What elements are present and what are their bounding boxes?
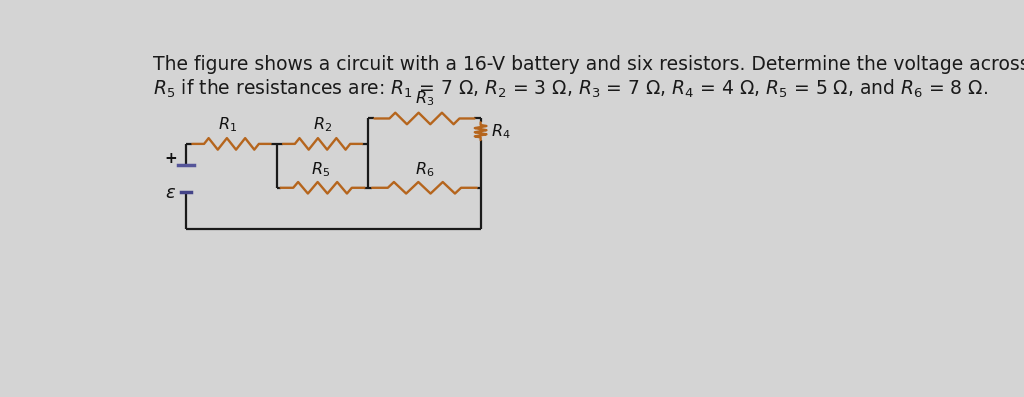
- Text: $R_4$: $R_4$: [490, 122, 510, 141]
- Text: $R_2$: $R_2$: [313, 115, 332, 134]
- Text: $\varepsilon$: $\varepsilon$: [165, 184, 176, 202]
- Text: The figure shows a circuit with a 16-V battery and six resistors. Determine the : The figure shows a circuit with a 16-V b…: [153, 54, 1024, 73]
- Text: +: +: [164, 151, 177, 166]
- Text: $R_3$: $R_3$: [415, 90, 434, 108]
- Text: $R_5$ if the resistances are: $R_1$ = 7 Ω, $R_2$ = 3 Ω, $R_3$ = 7 Ω, $R_4$ = 4 Ω: $R_5$ if the resistances are: $R_1$ = 7 …: [153, 78, 988, 100]
- Text: $R_6$: $R_6$: [415, 160, 434, 179]
- Text: $R_1$: $R_1$: [218, 115, 238, 134]
- Text: $R_5$: $R_5$: [310, 160, 330, 179]
